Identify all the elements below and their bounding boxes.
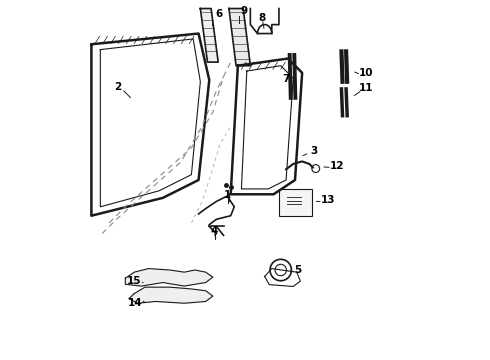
Text: 12: 12 — [330, 161, 344, 171]
Polygon shape — [229, 9, 250, 66]
Text: 4: 4 — [211, 226, 219, 237]
Polygon shape — [200, 9, 218, 62]
Bar — [279, 189, 312, 216]
Text: 7: 7 — [282, 74, 290, 84]
Text: 15: 15 — [127, 276, 142, 286]
Text: 2: 2 — [115, 82, 122, 92]
Text: 9: 9 — [241, 6, 247, 17]
Text: 1: 1 — [224, 190, 231, 201]
Text: 10: 10 — [359, 68, 373, 78]
Text: 14: 14 — [128, 297, 143, 307]
Text: 6: 6 — [215, 9, 222, 19]
Text: 11: 11 — [359, 83, 374, 93]
Text: 13: 13 — [320, 195, 335, 205]
Text: 8: 8 — [258, 13, 266, 23]
Polygon shape — [125, 269, 213, 286]
Text: 5: 5 — [294, 265, 301, 275]
Polygon shape — [129, 287, 213, 303]
Text: 3: 3 — [310, 146, 317, 156]
